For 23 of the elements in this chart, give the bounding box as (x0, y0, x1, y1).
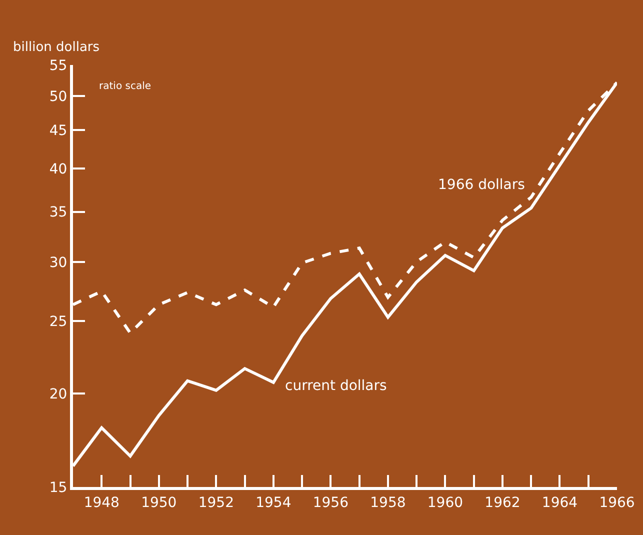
annotation: ratio scale (99, 81, 152, 92)
y-tick-label: 25 (49, 314, 68, 330)
y-tick-label: 15 (49, 480, 68, 496)
series-label: 1966 dollars (438, 177, 525, 193)
x-tick-label: 1956 (312, 494, 349, 511)
y-tick-label: 40 (49, 161, 68, 178)
y-tick-label: 55 (49, 58, 68, 74)
x-tick-label: 1966 (599, 494, 635, 511)
y-axis-title: billion dollars (13, 40, 100, 55)
x-tick-label: 1964 (542, 494, 578, 511)
x-tick-label: 1958 (370, 494, 406, 511)
y-tick-label: 30 (49, 254, 68, 271)
y-tick-label: 20 (49, 386, 68, 402)
y-tick-label: 35 (49, 204, 68, 221)
x-tick-label: 1954 (256, 494, 292, 511)
x-tick-label: 1962 (484, 494, 520, 511)
x-tick-label: 1950 (141, 494, 177, 511)
x-tick-label: 1948 (84, 494, 120, 511)
x-tick-label: 1952 (198, 494, 234, 511)
x-tick-label: 1960 (427, 494, 464, 511)
series-label: current dollars (285, 378, 387, 394)
y-tick-label: 45 (49, 123, 68, 140)
y-tick-label: 50 (49, 88, 68, 105)
